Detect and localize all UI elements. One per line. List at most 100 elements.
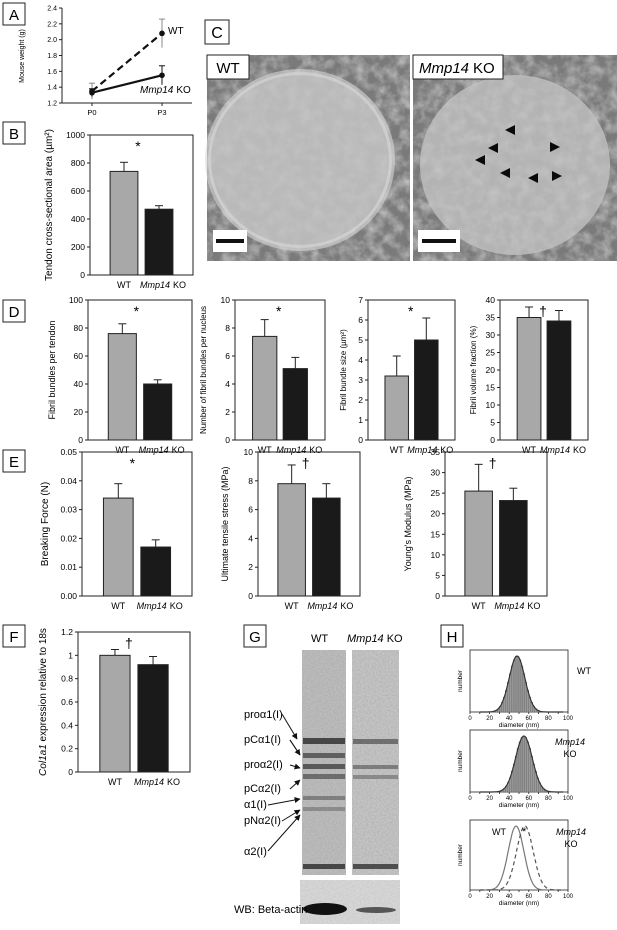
y-tick-label: 1.8 [47,53,57,60]
gel-bands [303,738,398,869]
y-tick-label: 0 [80,270,85,280]
y-tick-label: 15 [431,529,441,539]
panel-g-box [243,624,267,648]
h3-legend-italic: Mmp14 [556,827,586,837]
panel-g-gel: WT Mmp14 KO proα1(I) pCα1(I) proα2(I) pCα… [234,633,403,924]
scale-bar [422,239,456,243]
x-label-ko: Mmp14 KO [137,601,183,611]
panel-e-box [2,449,26,473]
y-tick-label: 2.0 [47,37,57,44]
y-tick-label: 0.8 [61,674,73,684]
y-tick-label: 5 [358,335,363,345]
plot-frame [234,299,326,441]
x-label-wt: WT [115,445,129,455]
histogram-bar [522,735,526,793]
panel-c-label: C [211,25,223,42]
y-tick-label: 1.4 [47,85,57,92]
panel-d-box [2,299,26,323]
histogram-bar [511,665,514,713]
y-axis-label: Col1a1 expression relative to 18s [38,628,49,776]
h3-legend-suffix: KO [564,839,577,849]
y-tick-label: 0.02 [60,533,77,543]
gel-band [303,796,345,800]
bar-ko [140,546,172,597]
y-tick-label: 0.2 [61,744,73,754]
panel-d-label: D [9,304,20,321]
gel-band [353,775,398,779]
y-tick-label: 0 [248,591,253,601]
x-axis-label: diameter (nm) [499,802,539,809]
significance-marker: * [276,303,282,319]
bar-wt [107,333,137,441]
y-tick-label: 30 [431,468,441,478]
panel-e3-chart: 0 5 10 15 20 25 30 35 WT Mmp14 KO † Young's Modulus … [403,447,548,611]
histogram-bar [518,741,522,793]
x-label-wt: WT [390,445,404,455]
gel-band [303,774,345,779]
panel-b-box [2,121,26,145]
histogram-bar [514,656,518,713]
arrowhead-icon [552,171,562,181]
plot-frame [89,134,194,276]
bar-wt [109,170,139,276]
fit-curve-wt [479,735,564,793]
panel-f-box [2,624,26,648]
gel-label-arrows [267,713,301,852]
significance-marker: * [135,138,141,154]
x-tick-label: 20 [486,796,493,802]
panel-b-label: B [9,126,19,143]
h1-legend: WT [577,666,591,676]
bar-wt [277,483,306,597]
y-tick-label: 0.04 [60,476,77,486]
gel-band [353,739,398,744]
bar-ko [144,208,174,276]
series-line-wt [91,32,163,92]
panel-a-box [2,2,26,26]
y-tick-label: 20 [74,407,84,417]
ko-micrograph-label: Mmp14 KO [419,60,495,77]
y-tick-label: 10 [244,447,254,457]
significance-marker: † [539,303,547,319]
x-label-wt: WT [111,601,125,611]
y-tick-label: 10 [486,400,496,410]
y-tick-label: 80 [74,323,84,333]
y-tick-label: 1.2 [47,101,57,108]
x-label-ko: Mmp14 KO [139,445,185,455]
x-label-wt: WT [522,445,536,455]
h2-legend-suffix: KO [563,749,576,759]
y-tick-label: 35 [431,447,441,457]
gel-band [303,753,345,758]
significance-marker: † [302,455,310,471]
y-tick-label: 10 [221,295,231,305]
y-axis-label: Fibril bundle size (µm²) [339,329,348,411]
plot-frame [367,299,456,441]
wt-micrograph-label-box [206,54,250,80]
gel-lane-ko-label: Mmp14 KO [347,633,403,645]
x-label-ko: Mmp14 KO [540,445,586,455]
x-tick-label: 80 [545,796,552,802]
arrowheads [475,125,562,183]
y-tick-label: 20 [486,365,496,375]
x-label-wt: WT [117,280,131,290]
wt-micrograph: WT [205,54,410,261]
x-tick-label: 80 [545,894,552,900]
y-tick-label: 6 [225,351,230,361]
panel-a-chart: 1.2 1.4 1.6 1.8 2.0 2.2 2.4 P0 P3 WT Mmp14 KO Mouse … [19,6,192,117]
y-tick-label: 800 [71,158,85,168]
plot-frame [257,451,361,597]
x-tick-label: 0 [468,796,472,802]
bar-ko [546,320,572,441]
y-tick-label: 2.2 [47,21,57,28]
panel-g-label: G [249,629,261,646]
panel-h2-chart: 0 20 40 60 80 100 diameter (nm) number Mmp14 KO [457,729,585,809]
data-point [89,89,95,96]
gel-band [303,807,345,811]
y-tick-label: 25 [486,348,496,358]
panel-a-label: A [9,7,19,24]
gel-label: proα2(I) [244,759,283,771]
scale-bar [216,239,244,243]
y-tick-label: 0 [358,435,363,445]
plot-frame [444,451,548,597]
